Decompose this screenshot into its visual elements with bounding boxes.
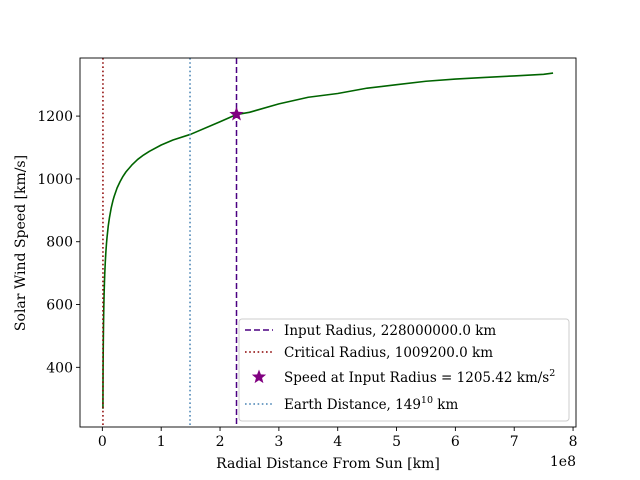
legend-entry-label: Critical Radius, 1009200.0 km (284, 345, 493, 361)
x-tick-label: 6 (451, 434, 460, 450)
y-tick-label: 800 (46, 235, 73, 251)
x-tick-label: 3 (274, 434, 283, 450)
axes: 0 1 2 3 4 5 6 7 8 400 600 800 1000 1200 (37, 57, 578, 450)
y-tick-label: 400 (46, 360, 73, 376)
x-tick-label: 4 (333, 434, 342, 450)
x-tick-label: 5 (392, 434, 401, 450)
x-tick-label: 8 (569, 434, 578, 450)
plot-area (102, 58, 554, 427)
legend-entry-label: Input Radius, 228000000.0 km (284, 323, 496, 339)
legend-entry-label: Speed at Input Radius = 1205.42 km/s2 (284, 368, 555, 386)
x-tick-label: 0 (98, 434, 107, 450)
y-tick-label: 1200 (37, 109, 73, 125)
y-tick-label: 1000 (37, 172, 73, 188)
legend-box (238, 318, 570, 422)
input-radius-speed-marker (229, 106, 244, 121)
y-tick-label: 600 (46, 298, 73, 314)
legend-entry-label: Earth Distance, 14910 km (284, 395, 458, 413)
x-tick-label: 7 (510, 434, 519, 450)
x-axis-offset-label: 1e8 (550, 454, 576, 470)
y-axis-label: Solar Wind Speed [km/s] (13, 155, 29, 331)
x-tick-label: 2 (216, 434, 225, 450)
axes-frame (79, 57, 577, 428)
legend-swatch (251, 369, 267, 384)
legend: Input Radius, 228000000.0 km Critical Rad… (238, 318, 570, 422)
x-tick-label: 1 (157, 434, 166, 450)
x-axis-label: Radial Distance From Sun [km] (216, 456, 440, 472)
